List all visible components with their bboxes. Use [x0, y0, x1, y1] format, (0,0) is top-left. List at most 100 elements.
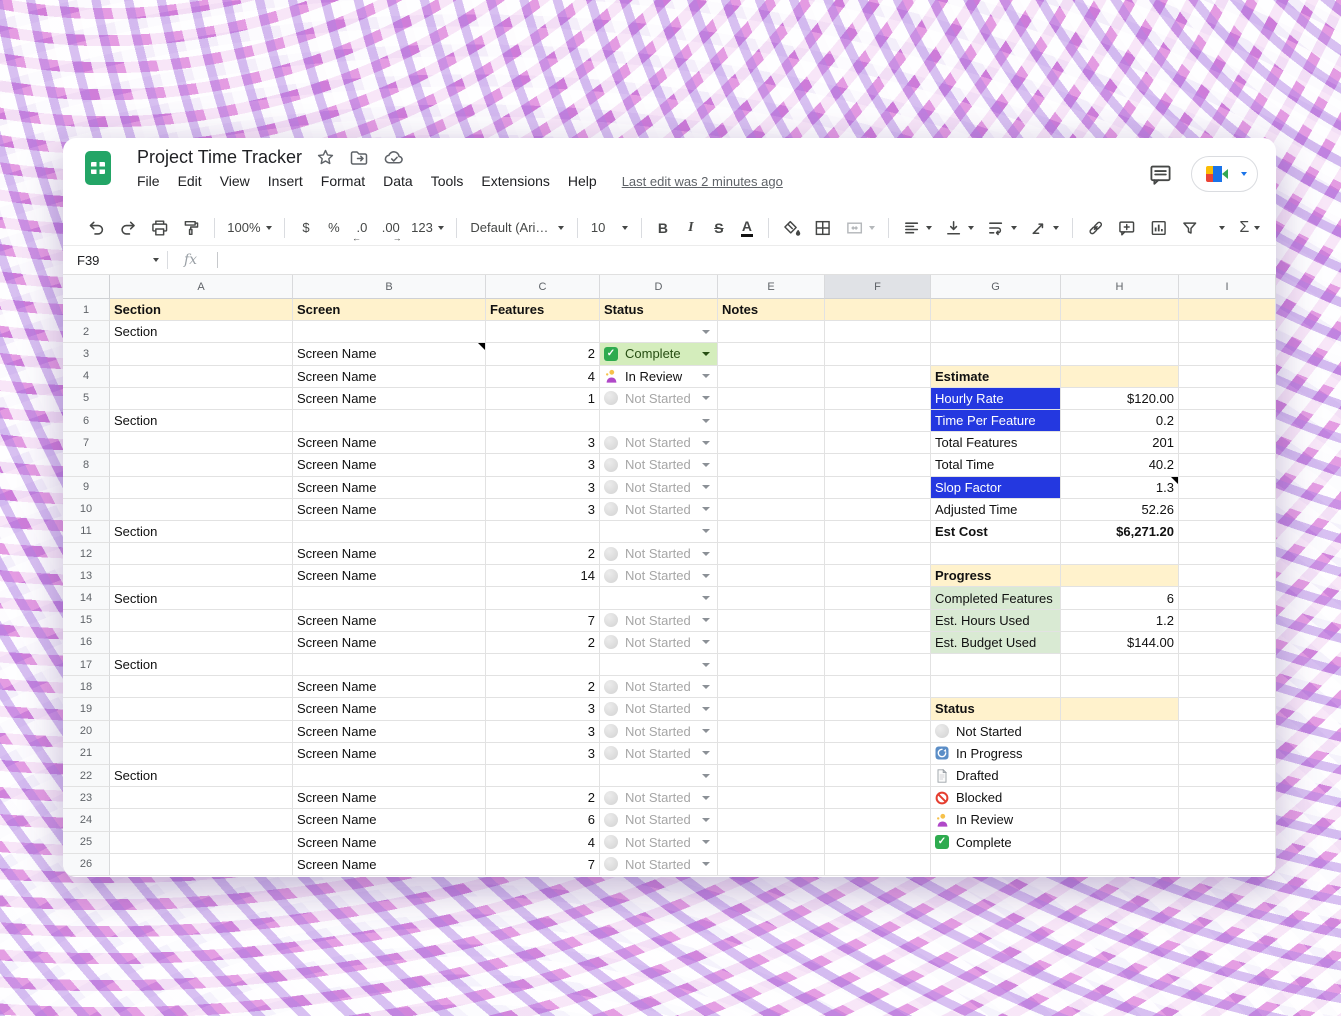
dropdown-arrow-icon[interactable] — [702, 662, 710, 667]
cell-I12[interactable] — [1179, 543, 1276, 566]
column-header-H[interactable]: H — [1061, 275, 1179, 299]
cell-I1[interactable] — [1179, 299, 1276, 322]
cell-H7[interactable]: 201 — [1061, 432, 1179, 455]
cell-D22[interactable] — [600, 764, 718, 788]
cell-D25[interactable]: Not Started — [600, 831, 718, 854]
cell-D1[interactable]: Status — [600, 299, 718, 322]
row-header-9[interactable]: 9 — [63, 476, 110, 499]
cell-G20[interactable]: Not Started — [931, 720, 1061, 743]
dropdown-arrow-icon[interactable] — [702, 485, 710, 490]
row-header-7[interactable]: 7 — [63, 432, 110, 455]
cell-H17[interactable] — [1061, 654, 1179, 677]
column-header-C[interactable]: C — [486, 275, 600, 299]
cell-I5[interactable] — [1179, 387, 1276, 410]
cell-I24[interactable] — [1179, 809, 1276, 832]
cell-C17[interactable] — [486, 654, 600, 677]
cell-C18[interactable]: 2 — [486, 676, 600, 699]
row-header-3[interactable]: 3 — [63, 343, 110, 366]
cell-C11[interactable] — [486, 520, 600, 544]
dropdown-arrow-icon[interactable] — [702, 551, 710, 556]
dropdown-arrow-icon[interactable] — [702, 418, 710, 423]
cell-C4[interactable]: 4 — [486, 365, 600, 388]
cell-B6[interactable] — [293, 409, 486, 433]
cell-G16[interactable]: Est. Budget Used — [931, 631, 1061, 654]
cell-E13[interactable] — [718, 565, 825, 588]
cell-A20[interactable] — [110, 720, 293, 743]
menu-item-insert[interactable]: Insert — [267, 173, 303, 189]
cell-G18[interactable] — [931, 676, 1061, 699]
fill-color-button[interactable] — [778, 215, 805, 241]
row-header-15[interactable]: 15 — [63, 609, 110, 632]
cell-H2[interactable] — [1061, 321, 1179, 344]
cell-F16[interactable] — [825, 631, 931, 654]
cell-G12[interactable] — [931, 543, 1061, 566]
cell-D15[interactable]: Not Started — [600, 609, 718, 632]
row-header-1[interactable]: 1 — [63, 299, 110, 322]
cell-F18[interactable] — [825, 676, 931, 699]
cell-A22[interactable]: Section — [110, 764, 293, 788]
cell-G21[interactable]: In Progress — [931, 742, 1061, 765]
cell-A12[interactable] — [110, 543, 293, 566]
text-color-button[interactable]: A — [735, 215, 759, 241]
dropdown-arrow-icon[interactable] — [702, 729, 710, 734]
cell-F20[interactable] — [825, 720, 931, 743]
cell-B26[interactable]: Screen Name — [293, 853, 486, 876]
cell-G26[interactable] — [931, 853, 1061, 876]
cell-A16[interactable] — [110, 631, 293, 654]
cell-A21[interactable] — [110, 742, 293, 765]
cell-C20[interactable]: 3 — [486, 720, 600, 743]
cell-B5[interactable]: Screen Name — [293, 387, 486, 410]
cell-D8[interactable]: Not Started — [600, 454, 718, 477]
cell-D19[interactable]: Not Started — [600, 698, 718, 721]
cell-E23[interactable] — [718, 787, 825, 810]
cell-F9[interactable] — [825, 476, 931, 499]
row-header-21[interactable]: 21 — [63, 742, 110, 765]
cell-G14[interactable]: Completed Features — [931, 587, 1061, 610]
cell-A3[interactable] — [110, 343, 293, 366]
dropdown-arrow-icon[interactable] — [702, 507, 710, 512]
cell-F4[interactable] — [825, 365, 931, 388]
cell-E24[interactable] — [718, 809, 825, 832]
cell-F17[interactable] — [825, 654, 931, 677]
row-header-22[interactable]: 22 — [63, 764, 110, 788]
dropdown-arrow-icon[interactable] — [702, 396, 710, 401]
cell-I20[interactable] — [1179, 720, 1276, 743]
cell-C7[interactable]: 3 — [486, 432, 600, 455]
font-select[interactable]: Default (Ari… — [466, 215, 567, 241]
cell-C10[interactable]: 3 — [486, 498, 600, 521]
cell-I22[interactable] — [1179, 764, 1276, 788]
cell-E6[interactable] — [718, 409, 825, 433]
cell-F19[interactable] — [825, 698, 931, 721]
cell-A11[interactable]: Section — [110, 520, 293, 544]
cell-G1[interactable] — [931, 299, 1061, 322]
cell-E26[interactable] — [718, 853, 825, 876]
cell-B4[interactable]: Screen Name — [293, 365, 486, 388]
cell-H9[interactable]: 1.3 — [1061, 476, 1179, 499]
row-header-24[interactable]: 24 — [63, 809, 110, 832]
cell-B24[interactable]: Screen Name — [293, 809, 486, 832]
vertical-align-button[interactable] — [940, 215, 978, 241]
cell-C15[interactable]: 7 — [486, 609, 600, 632]
dropdown-arrow-icon[interactable] — [702, 640, 710, 645]
row-header-20[interactable]: 20 — [63, 720, 110, 743]
cell-D16[interactable]: Not Started — [600, 631, 718, 654]
cell-H22[interactable] — [1061, 764, 1179, 788]
cell-C13[interactable]: 14 — [486, 565, 600, 588]
cell-H10[interactable]: 52.26 — [1061, 498, 1179, 521]
cell-E25[interactable] — [718, 831, 825, 854]
row-header-26[interactable]: 26 — [63, 853, 110, 876]
cell-A25[interactable] — [110, 831, 293, 854]
cell-B16[interactable]: Screen Name — [293, 631, 486, 654]
cell-D21[interactable]: Not Started — [600, 742, 718, 765]
menu-item-edit[interactable]: Edit — [177, 173, 202, 189]
cell-I25[interactable] — [1179, 831, 1276, 854]
cell-E5[interactable] — [718, 387, 825, 410]
cell-A26[interactable] — [110, 853, 293, 876]
cell-H4[interactable] — [1061, 365, 1179, 388]
cell-F13[interactable] — [825, 565, 931, 588]
bold-button[interactable]: B — [657, 219, 668, 236]
row-header-10[interactable]: 10 — [63, 498, 110, 521]
cell-A13[interactable] — [110, 565, 293, 588]
row-header-23[interactable]: 23 — [63, 787, 110, 810]
cell-C1[interactable]: Features — [486, 299, 600, 322]
